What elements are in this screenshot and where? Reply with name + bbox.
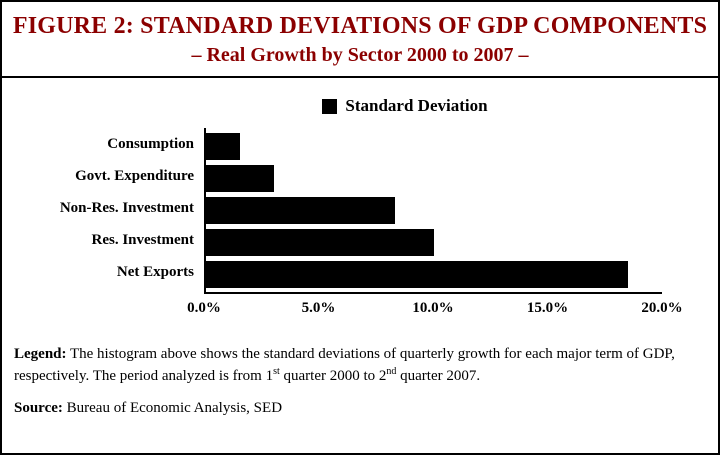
legend-note-label: Legend: bbox=[14, 346, 67, 362]
legend-label: Standard Deviation bbox=[345, 96, 488, 115]
legend-note-text-3: quarter 2007. bbox=[396, 368, 481, 385]
x-axis-row: 0.0% 5.0% 10.0% 15.0% 20.0% bbox=[12, 294, 718, 324]
category-label: Res. Investment bbox=[91, 232, 195, 248]
bar bbox=[206, 132, 241, 160]
category-label: Net Exports bbox=[116, 264, 194, 280]
bars-column bbox=[204, 128, 662, 294]
source-note: Source: Bureau of Economic Analysis, SED bbox=[14, 398, 702, 419]
bar bbox=[206, 164, 275, 192]
bar-row bbox=[206, 226, 662, 258]
category-labels-column: Consumption Govt. Expenditure Non-Res. Inv… bbox=[12, 128, 204, 294]
bar-row bbox=[206, 258, 662, 290]
x-tick-label: 0.0% bbox=[187, 300, 221, 316]
x-tick-label: 20.0% bbox=[641, 300, 683, 316]
plot-area: Consumption Govt. Expenditure Non-Res. Inv… bbox=[12, 128, 718, 294]
superscript-nd: nd bbox=[386, 366, 397, 378]
figure-footer: Legend: The histogram above shows the st… bbox=[2, 324, 718, 419]
chart-area: Standard Deviation Consumption Govt. Expe… bbox=[2, 78, 718, 324]
legend-note-text-2: quarter 2000 to 2 bbox=[279, 368, 387, 385]
bar bbox=[206, 228, 434, 256]
chart-legend: Standard Deviation bbox=[2, 96, 718, 116]
source-text: Bureau of Economic Analysis, SED bbox=[66, 399, 283, 416]
legend-note: Legend: The histogram above shows the st… bbox=[14, 344, 702, 388]
legend-swatch-icon bbox=[322, 98, 338, 114]
category-label: Govt. Expenditure bbox=[75, 168, 194, 184]
x-tick-label: 10.0% bbox=[412, 300, 454, 316]
legend-note-text-1: The histogram above shows the standard d… bbox=[14, 346, 675, 385]
bar-row bbox=[206, 194, 662, 226]
bar-row bbox=[206, 162, 662, 194]
figure-header: FIGURE 2: STANDARD DEVIATIONS OF GDP COM… bbox=[2, 2, 718, 78]
superscript-st: st bbox=[273, 366, 280, 378]
bar-row bbox=[206, 130, 662, 162]
category-label: Non-Res. Investment bbox=[59, 200, 194, 216]
x-tick-label: 5.0% bbox=[301, 300, 336, 316]
x-axis-ticks: 0.0% 5.0% 10.0% 15.0% 20.0% bbox=[187, 294, 683, 324]
figure-title: FIGURE 2: STANDARD DEVIATIONS OF GDP COM… bbox=[12, 13, 708, 39]
figure-subtitle: – Real Growth by Sector 2000 to 2007 – bbox=[191, 44, 529, 66]
category-label: Consumption bbox=[107, 136, 194, 152]
x-axis-spacer bbox=[12, 294, 204, 324]
x-tick-label: 15.0% bbox=[526, 300, 569, 316]
bar bbox=[206, 196, 396, 224]
bar bbox=[206, 260, 628, 288]
source-label: Source: bbox=[14, 399, 63, 416]
